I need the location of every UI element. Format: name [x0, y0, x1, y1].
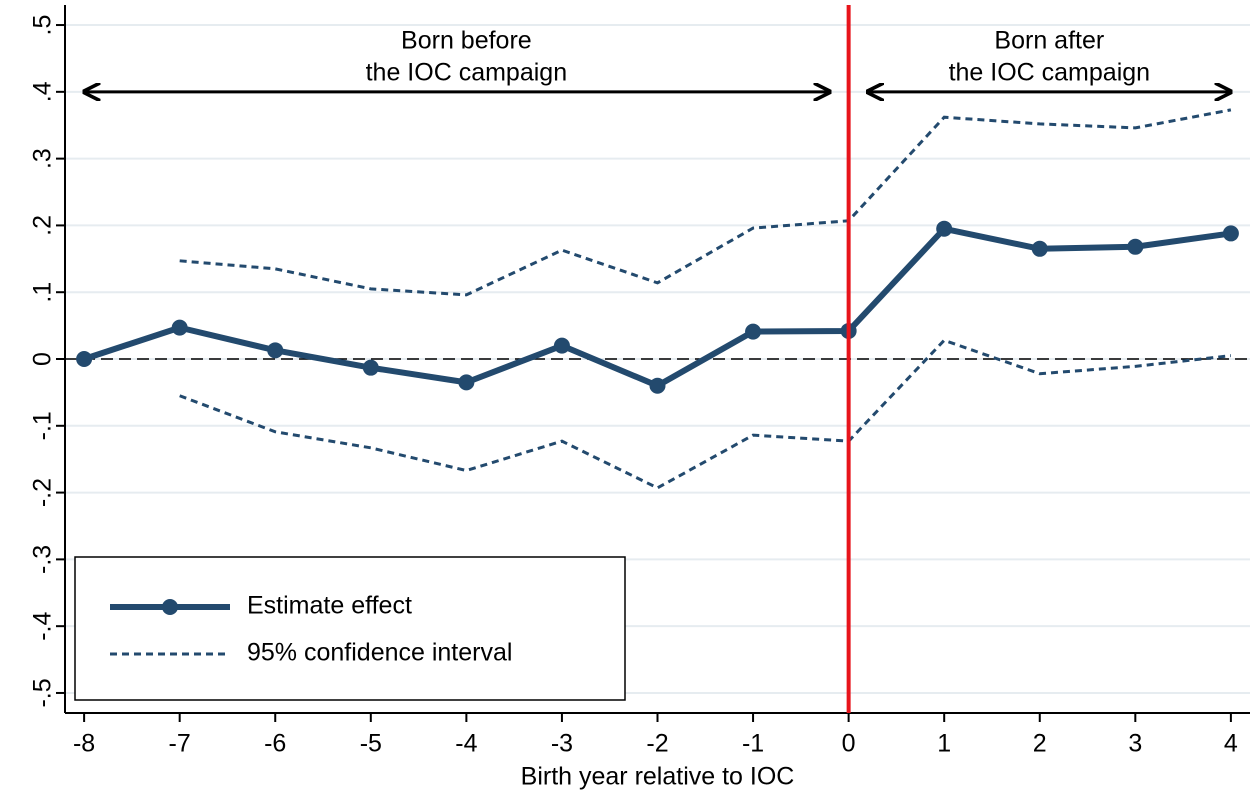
y-tick-label: -.4: [29, 611, 57, 640]
estimate-point: [936, 220, 953, 237]
x-tick-label: 3: [1128, 730, 1142, 758]
y-tick-label: 0: [29, 352, 57, 366]
annotation-text: Born before: [401, 27, 532, 55]
annotation-text: the IOC campaign: [366, 59, 568, 87]
estimate-point: [649, 377, 666, 394]
x-tick-label: -7: [169, 730, 191, 758]
x-tick-label: 4: [1224, 730, 1238, 758]
legend-box: [74, 556, 626, 701]
estimate-line: [83, 225, 1232, 389]
y-tick-label: -.2: [29, 478, 57, 507]
x-axis-label: Birth year relative to IOC: [521, 763, 795, 791]
x-tick-label: 0: [842, 730, 856, 758]
estimate-point: [553, 337, 570, 354]
x-tick-label: -4: [455, 730, 477, 758]
estimate-point: [1222, 225, 1239, 242]
estimate-point: [1031, 240, 1048, 257]
estimate-point: [1127, 238, 1144, 255]
legend-label: Estimate effect: [247, 592, 412, 620]
x-tick-label: 2: [1033, 730, 1047, 758]
y-tick-label: .4: [29, 81, 57, 102]
ci-line: [179, 338, 1232, 490]
y-tick-label: -.3: [29, 545, 57, 574]
annotation-text: the IOC campaign: [949, 59, 1151, 87]
estimate-point: [76, 351, 93, 367]
x-tick-label: -8: [73, 730, 95, 758]
estimate-point: [171, 319, 188, 336]
y-tick-label: .5: [29, 15, 57, 36]
y-tick-label: .1: [29, 282, 57, 303]
x-tick-label: -1: [742, 730, 764, 758]
legend-swatch-marker: [162, 599, 178, 615]
estimate-point: [745, 323, 762, 340]
x-tick-label: 1: [937, 730, 951, 758]
estimate-point: [458, 374, 475, 391]
x-tick-label: -3: [551, 730, 573, 758]
annotation-text: Born after: [994, 27, 1104, 55]
y-tick-label: -.1: [29, 411, 57, 440]
x-tick-label: -6: [264, 730, 286, 758]
legend-label: 95% confidence interval: [247, 639, 512, 667]
y-tick-label: -.5: [29, 678, 57, 707]
y-tick-label: .3: [29, 148, 57, 169]
x-tick-label: -5: [360, 730, 382, 758]
y-tick-label: .2: [29, 215, 57, 236]
ci-line: [179, 108, 1232, 297]
estimate-point: [267, 342, 284, 359]
x-tick-label: -2: [646, 730, 668, 758]
estimate-point: [362, 359, 379, 376]
